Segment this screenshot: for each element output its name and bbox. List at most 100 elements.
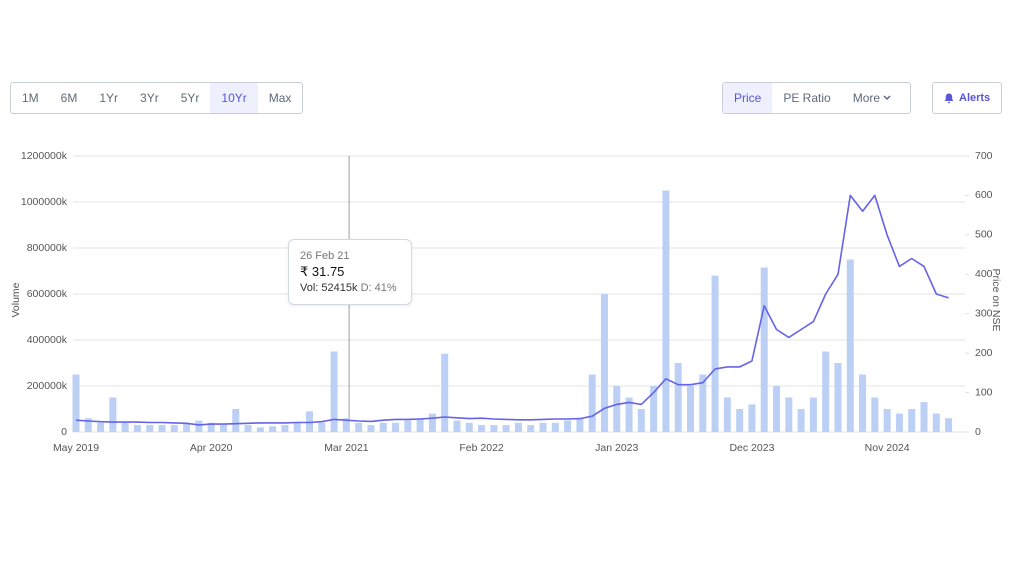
volume-bar: [281, 425, 289, 432]
volume-bar: [625, 397, 633, 432]
volume-bar: [207, 422, 215, 432]
volume-bar: [490, 425, 498, 432]
volume-bar: [158, 425, 166, 432]
volume-bar: [551, 422, 559, 432]
range-button[interactable]: 5Yr: [180, 91, 200, 105]
volume-bar: [453, 420, 461, 432]
price-line: [75, 194, 949, 426]
range-button[interactable]: Max: [268, 91, 292, 105]
volume-bar: [183, 422, 191, 432]
volume-bar: [576, 418, 584, 432]
volume-bar: [379, 422, 387, 432]
volume-bar: [478, 425, 486, 432]
volume-bar: [723, 397, 731, 432]
range-button[interactable]: 6M: [60, 91, 78, 105]
alerts-label: Alerts: [959, 92, 991, 104]
y-tick-label: 600000k: [27, 288, 68, 300]
volume-bar: [342, 418, 350, 432]
x-tick-label: Jan 2023: [595, 442, 638, 454]
volume-bar: [588, 374, 596, 432]
volume-bar: [330, 351, 338, 432]
y-tick-label: 1000000k: [21, 196, 68, 208]
y2-tick-label: 100: [975, 386, 993, 398]
view-label: More: [852, 91, 881, 105]
volume-bar: [711, 275, 719, 432]
y-tick-label: 400000k: [27, 334, 68, 346]
volume-bar: [748, 404, 756, 432]
tooltip-delivery: D: 41%: [360, 282, 397, 294]
x-tick-label: May 2019: [53, 442, 99, 454]
volume-bar: [883, 409, 891, 432]
tooltip-volume-row: Vol: 52415k D: 41%: [300, 280, 400, 296]
volume-bar: [465, 422, 473, 432]
view-button[interactable]: More: [842, 83, 910, 113]
volume-bar: [121, 422, 129, 432]
view-button[interactable]: PE Ratio: [783, 91, 831, 105]
volume-bar: [809, 397, 817, 432]
volume-bar: [785, 397, 793, 432]
x-tick-label: Nov 2024: [865, 442, 910, 454]
volume-bar: [97, 422, 105, 432]
y-tick-label: 200000k: [27, 380, 68, 392]
volume-bar: [392, 422, 400, 432]
volume-bar: [441, 353, 449, 432]
volume-bar: [600, 294, 608, 432]
tooltip-volume: Vol: 52415k: [300, 282, 358, 294]
view-button[interactable]: Price: [723, 83, 773, 113]
range-button[interactable]: 1M: [22, 91, 39, 105]
tooltip-price: ₹ 31.75: [300, 264, 345, 279]
volume-bar: [760, 267, 768, 432]
volume-bar: [736, 409, 744, 432]
volume-bar: [293, 422, 301, 432]
y2-tick-label: 400: [975, 268, 993, 280]
y-tick-label: 1200000k: [21, 150, 68, 162]
volume-bar: [797, 409, 805, 432]
volume-bar: [539, 422, 547, 432]
view-selector: Price PE Ratio More: [722, 82, 912, 114]
volume-bar: [773, 386, 781, 432]
range-button[interactable]: 10Yr: [210, 83, 258, 113]
volume-bar: [687, 386, 694, 432]
tooltip-date: 26 Feb 21: [300, 250, 350, 262]
volume-bar: [834, 363, 842, 432]
volume-bar: [822, 351, 830, 432]
volume-bar: [195, 420, 203, 432]
volume-bar: [133, 425, 141, 432]
volume-bar: [428, 413, 436, 432]
volume-bar: [146, 425, 154, 432]
bell-icon: [944, 93, 954, 103]
volume-bar: [895, 413, 903, 432]
y-axis-label: Volume: [10, 282, 22, 317]
volume-bar: [404, 420, 412, 432]
volume-bar: [269, 426, 277, 432]
alerts-button[interactable]: Alerts: [933, 83, 1001, 113]
volume-bar: [945, 418, 953, 432]
y2-tick-label: 300: [975, 307, 993, 319]
volume-bar: [699, 374, 707, 432]
x-tick-label: Feb 2022: [459, 442, 504, 454]
volume-bar: [170, 425, 178, 432]
x-tick-label: Dec 2023: [729, 442, 774, 454]
range-button[interactable]: 3Yr: [140, 91, 159, 105]
volume-bar: [84, 418, 92, 432]
volume-bar: [109, 397, 117, 432]
x-tick-label: Mar 2021: [324, 442, 369, 454]
y2-tick-label: 0: [975, 426, 981, 438]
y2-tick-label: 500: [975, 229, 993, 241]
y-tick-label: 800000k: [27, 242, 68, 254]
y2-tick-label: 200: [975, 347, 993, 359]
volume-bar: [244, 425, 252, 432]
volume-bar: [502, 425, 510, 432]
volume-bar: [219, 425, 227, 432]
volume-bar: [514, 422, 522, 432]
volume-bar: [908, 409, 916, 432]
volume-bar: [416, 418, 424, 432]
volume-bar: [256, 427, 264, 432]
range-selector: 1M 6M 1Yr 3Yr 5Yr 10Yr Max: [10, 82, 304, 114]
range-button[interactable]: 1Yr: [99, 91, 119, 105]
volume-bar: [662, 190, 670, 432]
volume-bar: [859, 374, 867, 432]
volume-bar: [650, 386, 658, 432]
volume-bar: [932, 413, 940, 432]
